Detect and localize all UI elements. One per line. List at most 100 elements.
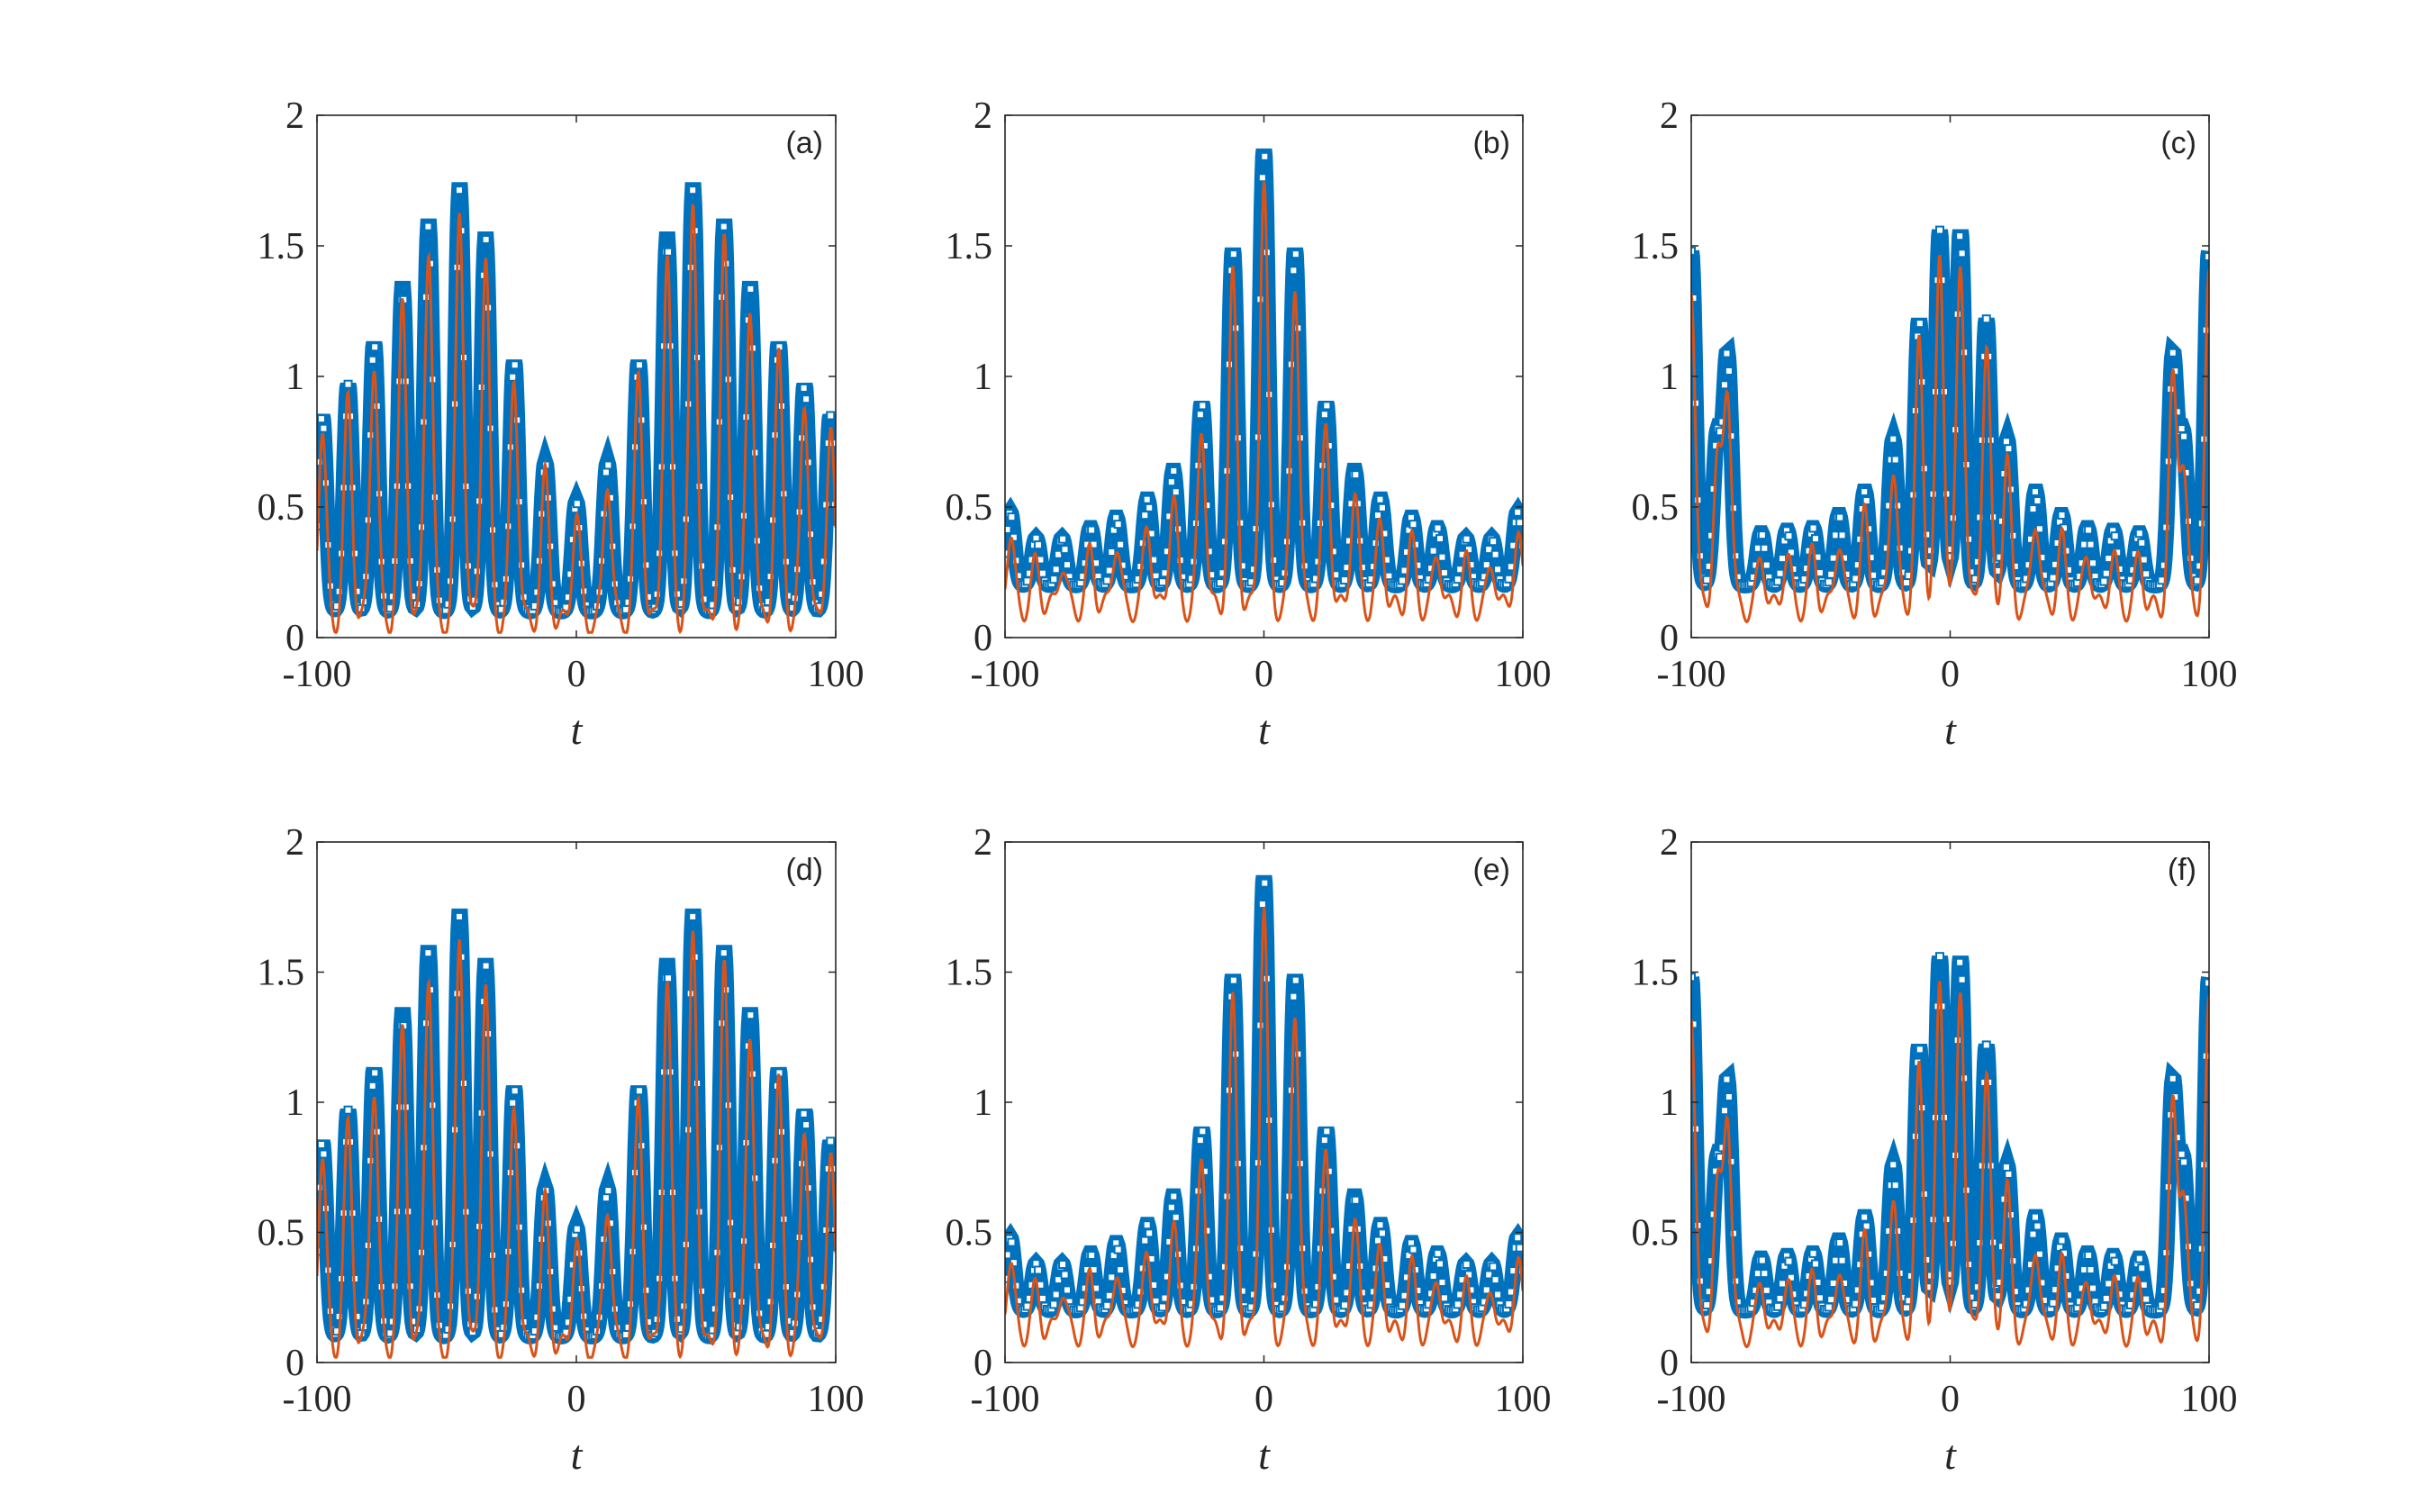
marker xyxy=(2179,431,2189,441)
marker xyxy=(764,597,774,607)
marker xyxy=(1319,1136,1329,1145)
series-line xyxy=(1691,981,2209,1349)
marker xyxy=(2063,565,2073,575)
marker xyxy=(510,1086,520,1096)
marker xyxy=(1935,225,1944,235)
marker xyxy=(1955,957,1965,967)
marker xyxy=(2177,423,2187,433)
y-tick-label: 0 xyxy=(1660,618,1679,659)
marker xyxy=(454,186,464,195)
marker-trace xyxy=(1005,148,1523,593)
marker xyxy=(1866,1278,1876,1288)
y-tick-label: 2 xyxy=(974,822,992,864)
marker xyxy=(1802,1289,1812,1299)
marker xyxy=(1802,564,1812,574)
marker xyxy=(1489,1262,1499,1272)
marker xyxy=(317,414,326,424)
x-axis-label: t xyxy=(1258,707,1271,753)
marker-trace xyxy=(1691,229,2209,593)
marker xyxy=(826,411,836,421)
y-tick-label: 1 xyxy=(1660,357,1679,398)
line-trace xyxy=(1005,907,1523,1349)
marker xyxy=(1466,1285,1476,1295)
y-tick-label: 0 xyxy=(1660,1343,1679,1384)
x-tick-label: 100 xyxy=(2181,1379,2238,1420)
marker xyxy=(1157,577,1167,587)
marker xyxy=(1428,1272,1438,1281)
marker xyxy=(1102,575,1112,585)
marker xyxy=(1408,520,1418,530)
marker xyxy=(2057,511,2067,521)
marker xyxy=(2088,558,2098,568)
marker xyxy=(1852,1285,1862,1295)
marker xyxy=(1257,900,1267,910)
marker xyxy=(1344,536,1354,546)
marker xyxy=(2134,529,2144,539)
x-axis-label: t xyxy=(1944,1432,1957,1478)
marker xyxy=(2028,1229,2038,1239)
marker xyxy=(317,1139,326,1149)
marker xyxy=(572,499,582,509)
y-tick-label: 1.5 xyxy=(946,226,993,267)
marker xyxy=(688,911,698,921)
marker xyxy=(1691,246,1696,256)
marker xyxy=(1428,546,1438,556)
marker xyxy=(1884,1227,1894,1236)
marker xyxy=(601,467,611,477)
marker xyxy=(2084,1250,2094,1260)
marker xyxy=(1037,1293,1047,1303)
marker xyxy=(1435,534,1444,544)
marker xyxy=(2099,576,2109,586)
marker xyxy=(1328,1272,1338,1281)
marker xyxy=(1761,560,1771,570)
marker xyxy=(1707,530,1716,540)
marker xyxy=(788,1328,798,1338)
marker xyxy=(2142,1294,2151,1304)
marker xyxy=(566,569,575,579)
series-markers xyxy=(1691,225,2209,593)
y-tick-label: 2 xyxy=(1660,822,1679,864)
y-tick-label: 1.5 xyxy=(1632,953,1680,994)
marker xyxy=(2004,1169,2014,1179)
marker xyxy=(1142,494,1152,504)
panel-label: (a) xyxy=(785,126,823,160)
marker xyxy=(1453,575,1463,584)
marker xyxy=(1375,1220,1385,1230)
y-tick-label: 0 xyxy=(974,618,992,659)
marker xyxy=(1890,455,1900,465)
marker xyxy=(643,1317,653,1327)
marker xyxy=(1915,1045,1924,1055)
plot-area xyxy=(1691,225,2209,624)
marker xyxy=(826,1136,836,1146)
marker xyxy=(1413,1285,1423,1295)
marker xyxy=(2030,1212,2040,1222)
marker xyxy=(572,1224,582,1234)
marker xyxy=(1322,401,1332,411)
marker xyxy=(623,1322,633,1332)
marker xyxy=(799,1109,809,1118)
marker xyxy=(2159,1286,2169,1296)
marker xyxy=(2110,531,2120,541)
marker xyxy=(1107,1272,1117,1282)
marker xyxy=(1504,574,1514,584)
marker xyxy=(1824,1302,1834,1312)
marker xyxy=(1749,1298,1758,1308)
y-tick-label: 2 xyxy=(285,95,304,137)
marker xyxy=(1840,553,1850,563)
marker xyxy=(343,1105,353,1115)
x-tick-label: -100 xyxy=(971,1379,1040,1420)
marker xyxy=(1972,1282,1982,1292)
marker xyxy=(1133,575,1143,584)
marker xyxy=(1995,1277,2005,1287)
marker xyxy=(688,186,698,195)
marker xyxy=(1187,574,1196,584)
marker xyxy=(343,379,353,389)
y-tick-label: 2 xyxy=(1660,95,1679,137)
marker xyxy=(1198,401,1208,411)
marker xyxy=(1702,575,1712,584)
marker xyxy=(1249,1290,1258,1299)
marker xyxy=(719,948,729,958)
